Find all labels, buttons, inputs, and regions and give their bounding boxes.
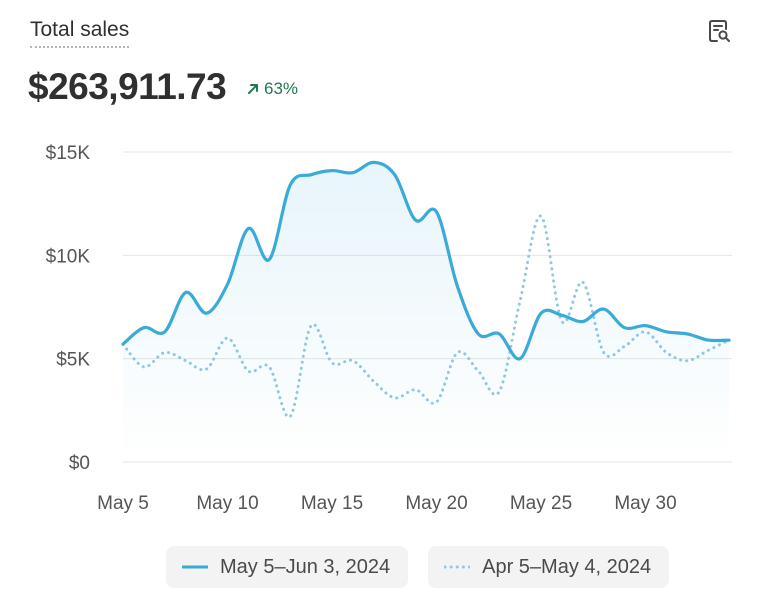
- x-tick-label: May 20: [405, 493, 467, 514]
- y-tick-label: $10K: [46, 246, 91, 267]
- report-search-icon-graphic: [709, 20, 730, 42]
- card-title[interactable]: Total sales: [30, 18, 130, 48]
- solid-line-swatch: [182, 565, 208, 569]
- dotted-line-swatch: [444, 565, 471, 569]
- series-area-current: [123, 162, 730, 462]
- series-line-previous: [121, 214, 731, 419]
- change-percent: 63%: [264, 79, 299, 98]
- chart-legend: May 5–Jun 3, 2024 Apr 5–May 4, 2024: [166, 546, 670, 588]
- y-axis: $0 $5K $10K $15K: [46, 143, 91, 474]
- x-tick-label: May 30: [614, 493, 676, 514]
- x-axis: May 5 May 10 May 15 May 20 May 25 May 30: [97, 493, 677, 514]
- y-tick-label: $5K: [56, 350, 90, 371]
- legend-item-previous[interactable]: Apr 5–May 4, 2024: [428, 546, 670, 588]
- sales-line-chart: $0$5K$10K$15K May 5 May 10 May 15 May 20 May…: [46, 143, 732, 514]
- x-tick-label: May 5: [97, 493, 149, 514]
- x-tick-label: May 15: [301, 493, 363, 514]
- arrow-up-right-icon: [248, 84, 258, 94]
- legend-label-current: May 5–Jun 3, 2024: [220, 555, 391, 578]
- change-badge: 63%: [246, 79, 298, 99]
- total-sales-value: $263,911.73: [28, 66, 227, 107]
- report-search-icon[interactable]: [704, 16, 734, 46]
- series-lines: [121, 160, 731, 462]
- legend-item-current[interactable]: May 5–Jun 3, 2024: [166, 546, 409, 588]
- x-tick-label: May 25: [510, 493, 572, 514]
- series-line-current: [121, 160, 731, 361]
- y-tick-label: $15K: [46, 143, 91, 164]
- legend-label-previous: Apr 5–May 4, 2024: [482, 555, 652, 578]
- y-tick-label: $0: [69, 453, 90, 474]
- x-tick-label: May 10: [196, 493, 258, 514]
